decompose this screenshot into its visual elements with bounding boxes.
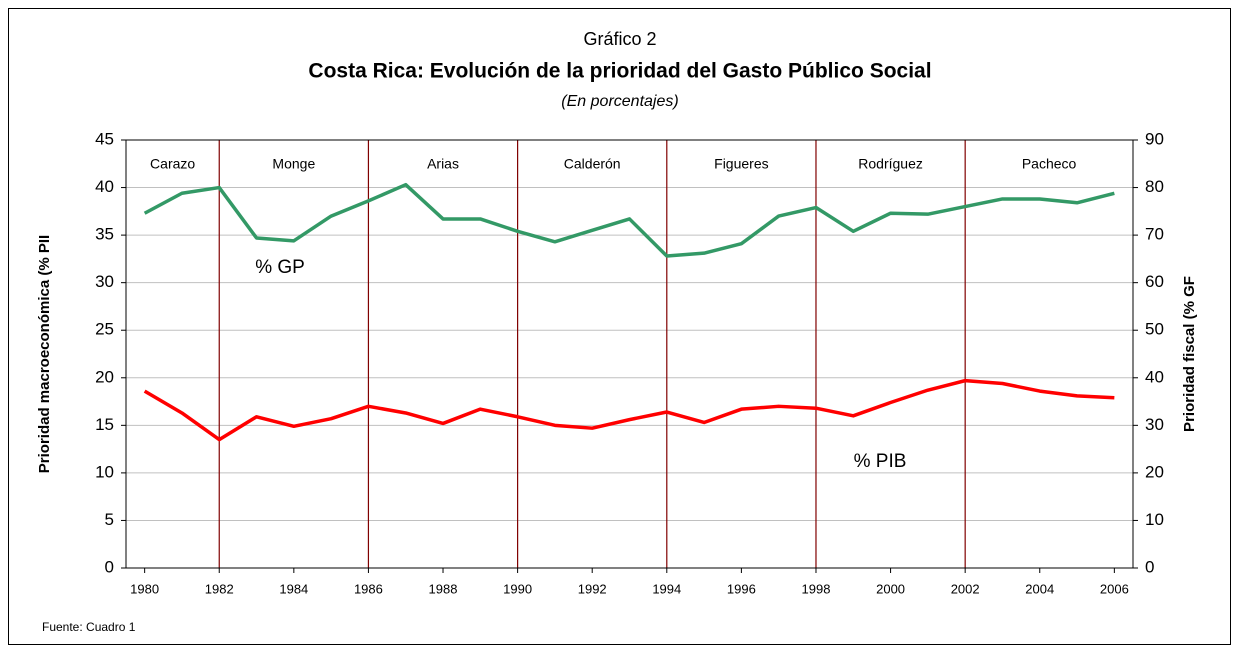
period-label: Rodríguez xyxy=(858,156,923,172)
y2-tick-label: 0 xyxy=(1145,557,1154,576)
y-tick-label: 5 xyxy=(105,510,114,529)
period-label: Figueres xyxy=(714,156,768,172)
y-axis-title: Prioridad macroeconómica (% PII xyxy=(36,235,53,473)
y-tick-label: 40 xyxy=(95,177,114,196)
y2-tick-label: 20 xyxy=(1145,462,1164,481)
x-tick-label: 2002 xyxy=(951,581,980,596)
y-tick-label: 25 xyxy=(95,320,114,339)
series-label: % GP xyxy=(255,257,305,278)
y-tick-label: 20 xyxy=(95,367,114,386)
y2-tick-label: 60 xyxy=(1145,272,1164,291)
x-tick-label: 1992 xyxy=(578,581,607,596)
x-tick-label: 2004 xyxy=(1025,581,1054,596)
x-tick-label: 1998 xyxy=(802,581,831,596)
y-tick-label: 0 xyxy=(105,557,114,576)
y-tick-label: 10 xyxy=(95,462,114,481)
chart-title: Costa Rica: Evolución de la prioridad de… xyxy=(308,60,931,83)
x-tick-label: 1994 xyxy=(652,581,681,596)
x-tick-label: 2006 xyxy=(1100,581,1129,596)
y-tick-label: 15 xyxy=(95,415,114,434)
series-label: % PIB xyxy=(854,451,907,472)
line-series xyxy=(143,182,1115,258)
chart-supertitle: Gráfico 2 xyxy=(583,29,656,49)
x-tick-label: 1982 xyxy=(205,581,234,596)
y2-tick-label: 50 xyxy=(1145,320,1164,339)
y2-tick-label: 10 xyxy=(1145,510,1164,529)
period-label: Monge xyxy=(272,156,315,172)
line-series xyxy=(143,378,1115,442)
period-label: Calderón xyxy=(564,156,621,172)
x-tick-label: 1996 xyxy=(727,581,756,596)
x-tick-label: 1984 xyxy=(279,581,308,596)
y2-tick-label: 30 xyxy=(1145,415,1164,434)
x-tick-label: 1986 xyxy=(354,581,383,596)
source-note: Fuente: Cuadro 1 xyxy=(42,620,136,634)
frame xyxy=(8,8,1231,645)
x-tick-label: 1980 xyxy=(130,581,159,596)
y2-tick-label: 70 xyxy=(1145,225,1164,244)
y2-axis-title: Prioridad fiscal (% GF xyxy=(1181,276,1198,432)
y2-tick-label: 90 xyxy=(1145,129,1164,148)
y-tick-label: 35 xyxy=(95,225,114,244)
y2-tick-label: 40 xyxy=(1145,367,1164,386)
x-tick-label: 2000 xyxy=(876,581,905,596)
period-label: Carazo xyxy=(150,156,195,172)
x-tick-label: 1988 xyxy=(429,581,458,596)
x-tick-label: 1990 xyxy=(503,581,532,596)
period-label: Arias xyxy=(427,156,459,172)
period-label: Pacheco xyxy=(1022,156,1077,172)
y-tick-label: 45 xyxy=(95,129,114,148)
chart-subtitle: (En porcentajes) xyxy=(561,93,678,110)
y2-tick-label: 80 xyxy=(1145,177,1164,196)
y-tick-label: 30 xyxy=(95,272,114,291)
